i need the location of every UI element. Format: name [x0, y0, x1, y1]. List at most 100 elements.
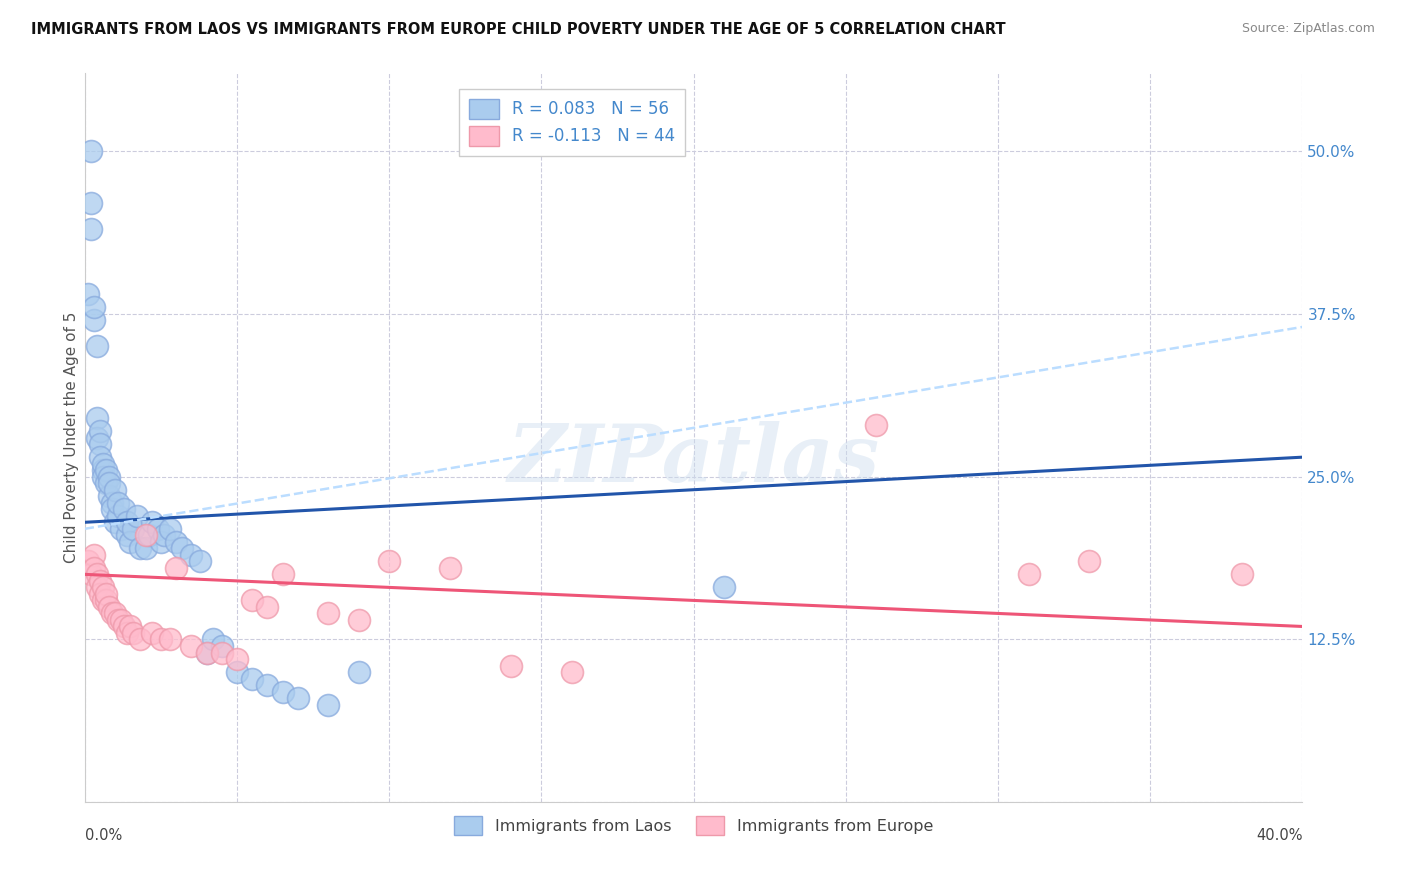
Point [1018, 567, 1040, 582]
Point [83, 301, 105, 315]
Point [89, 437, 111, 451]
Point [83, 313, 105, 327]
Point [149, 632, 172, 647]
Point [94, 587, 117, 601]
Point [240, 593, 263, 607]
Point [107, 496, 129, 510]
Point [80, 144, 103, 158]
Point [104, 607, 127, 621]
Point [80, 567, 103, 582]
Point [135, 541, 157, 556]
Point [110, 613, 132, 627]
Point [98, 599, 121, 614]
Text: 40.0%: 40.0% [1256, 828, 1302, 843]
Point [120, 534, 142, 549]
Point [91, 457, 114, 471]
Point [83, 548, 105, 562]
Point [226, 665, 249, 679]
Point [117, 528, 139, 542]
Point [89, 424, 111, 438]
Point [101, 607, 124, 621]
Legend: Immigrants from Laos, Immigrants from Europe: Immigrants from Laos, Immigrants from Eu… [447, 809, 941, 842]
Point [226, 652, 249, 666]
Point [94, 463, 117, 477]
Point [91, 469, 114, 483]
Point [287, 691, 309, 706]
Point [86, 431, 108, 445]
Point [86, 411, 108, 425]
Point [94, 476, 117, 491]
Point [86, 339, 108, 353]
Point [211, 639, 233, 653]
Point [165, 534, 187, 549]
Point [91, 593, 114, 607]
Point [141, 516, 163, 530]
Point [91, 463, 114, 477]
Text: ZIPatlas: ZIPatlas [508, 421, 880, 499]
Point [138, 528, 160, 542]
Point [159, 632, 181, 647]
Point [141, 626, 163, 640]
Point [117, 516, 139, 530]
Point [180, 639, 202, 653]
Point [172, 541, 194, 556]
Point [101, 502, 124, 516]
Point [86, 581, 108, 595]
Point [240, 672, 263, 686]
Point [347, 613, 370, 627]
Point [271, 684, 294, 698]
Point [107, 613, 129, 627]
Point [98, 476, 121, 491]
Point [159, 522, 181, 536]
Point [107, 508, 129, 523]
Point [713, 581, 735, 595]
Point [149, 534, 172, 549]
Point [378, 554, 401, 568]
Point [104, 516, 127, 530]
Text: IMMIGRANTS FROM LAOS VS IMMIGRANTS FROM EUROPE CHILD POVERTY UNDER THE AGE OF 5 : IMMIGRANTS FROM LAOS VS IMMIGRANTS FROM … [31, 22, 1005, 37]
Point [89, 574, 111, 588]
Point [125, 508, 148, 523]
Point [180, 548, 202, 562]
Point [89, 587, 111, 601]
Y-axis label: Child Poverty Under the Age of 5: Child Poverty Under the Age of 5 [65, 312, 79, 564]
Point [83, 561, 105, 575]
Point [201, 632, 224, 647]
Point [146, 522, 169, 536]
Point [190, 554, 212, 568]
Point [135, 528, 157, 542]
Point [89, 450, 111, 465]
Point [195, 646, 218, 660]
Point [122, 626, 145, 640]
Point [165, 561, 187, 575]
Point [1078, 554, 1101, 568]
Point [76, 287, 98, 301]
Point [128, 632, 150, 647]
Point [256, 599, 278, 614]
Point [318, 607, 340, 621]
Point [439, 561, 461, 575]
Point [271, 567, 294, 582]
Text: 0.0%: 0.0% [84, 828, 122, 843]
Point [211, 646, 233, 660]
Point [94, 593, 117, 607]
Point [98, 489, 121, 503]
Point [195, 646, 218, 660]
Point [101, 496, 124, 510]
Point [80, 196, 103, 211]
Point [76, 554, 98, 568]
Point [499, 658, 522, 673]
Point [865, 417, 887, 432]
Point [318, 698, 340, 712]
Point [112, 502, 135, 516]
Point [86, 567, 108, 582]
Point [80, 222, 103, 236]
Point [347, 665, 370, 679]
Point [91, 581, 114, 595]
Point [1230, 567, 1253, 582]
Point [104, 483, 127, 497]
Text: Source: ZipAtlas.com: Source: ZipAtlas.com [1241, 22, 1375, 36]
Point [112, 619, 135, 633]
Point [561, 665, 583, 679]
Point [256, 678, 278, 692]
